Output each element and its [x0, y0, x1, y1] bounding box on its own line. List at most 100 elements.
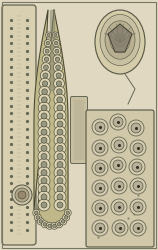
Circle shape	[92, 220, 108, 236]
Circle shape	[42, 81, 48, 86]
Circle shape	[57, 222, 61, 226]
Circle shape	[44, 40, 51, 46]
Circle shape	[38, 191, 50, 203]
Circle shape	[42, 55, 51, 64]
Circle shape	[41, 105, 47, 111]
Circle shape	[112, 220, 128, 236]
Circle shape	[57, 129, 63, 135]
Circle shape	[38, 118, 50, 130]
Circle shape	[41, 162, 47, 168]
Circle shape	[39, 86, 50, 97]
Circle shape	[38, 183, 50, 195]
Circle shape	[46, 41, 50, 45]
Circle shape	[92, 160, 108, 176]
Circle shape	[57, 170, 63, 175]
Circle shape	[41, 97, 47, 103]
Circle shape	[44, 57, 49, 62]
Circle shape	[53, 40, 60, 46]
Circle shape	[54, 110, 66, 122]
FancyBboxPatch shape	[70, 96, 88, 164]
Circle shape	[92, 180, 108, 196]
Circle shape	[56, 221, 63, 228]
Circle shape	[38, 199, 50, 211]
Circle shape	[54, 150, 66, 162]
Circle shape	[41, 145, 47, 151]
Circle shape	[130, 140, 146, 156]
Circle shape	[54, 199, 66, 211]
Circle shape	[57, 178, 63, 184]
Circle shape	[54, 41, 58, 45]
Circle shape	[53, 55, 62, 64]
Circle shape	[114, 202, 124, 212]
Circle shape	[54, 78, 64, 89]
Circle shape	[41, 186, 47, 192]
Circle shape	[57, 162, 63, 168]
Circle shape	[42, 89, 47, 94]
Circle shape	[95, 163, 105, 173]
Circle shape	[53, 62, 63, 72]
Circle shape	[95, 143, 105, 153]
Polygon shape	[50, 10, 54, 90]
Circle shape	[56, 65, 61, 70]
Circle shape	[54, 34, 57, 36]
Circle shape	[15, 188, 29, 202]
Circle shape	[45, 49, 49, 53]
Circle shape	[38, 102, 50, 114]
Circle shape	[38, 175, 50, 187]
Circle shape	[46, 222, 53, 229]
Circle shape	[132, 162, 142, 172]
Circle shape	[53, 224, 56, 228]
Ellipse shape	[105, 21, 135, 59]
Circle shape	[57, 194, 63, 200]
Circle shape	[38, 134, 50, 146]
Circle shape	[111, 137, 127, 153]
Circle shape	[38, 142, 50, 154]
Circle shape	[51, 222, 58, 229]
Circle shape	[63, 214, 70, 221]
Circle shape	[66, 211, 70, 214]
Circle shape	[64, 209, 71, 216]
Circle shape	[61, 220, 65, 223]
Circle shape	[92, 200, 108, 216]
Circle shape	[18, 191, 26, 199]
Circle shape	[41, 178, 47, 184]
Circle shape	[54, 191, 66, 203]
Circle shape	[95, 203, 105, 213]
Circle shape	[41, 170, 47, 175]
Circle shape	[133, 223, 143, 233]
Circle shape	[38, 150, 50, 162]
Circle shape	[57, 145, 63, 151]
Ellipse shape	[100, 14, 140, 66]
Circle shape	[40, 70, 51, 81]
Circle shape	[60, 218, 67, 225]
Circle shape	[111, 178, 127, 194]
Circle shape	[56, 73, 61, 78]
Circle shape	[41, 113, 47, 119]
Circle shape	[57, 97, 63, 103]
Circle shape	[54, 102, 66, 114]
Circle shape	[111, 199, 127, 215]
Circle shape	[92, 140, 108, 156]
Circle shape	[46, 32, 52, 38]
Circle shape	[95, 223, 105, 233]
Circle shape	[38, 158, 50, 170]
Circle shape	[48, 224, 51, 228]
Circle shape	[38, 110, 50, 122]
Circle shape	[41, 154, 47, 160]
Circle shape	[110, 114, 126, 130]
Circle shape	[128, 120, 144, 136]
Circle shape	[110, 157, 126, 173]
Circle shape	[54, 86, 65, 97]
Circle shape	[129, 159, 145, 175]
Circle shape	[133, 202, 143, 212]
Circle shape	[56, 81, 62, 86]
Circle shape	[133, 143, 143, 153]
Circle shape	[41, 62, 51, 72]
Circle shape	[57, 89, 62, 94]
Circle shape	[41, 129, 47, 135]
Circle shape	[54, 183, 66, 195]
Circle shape	[130, 199, 146, 215]
Circle shape	[36, 216, 40, 219]
Circle shape	[57, 202, 63, 208]
Circle shape	[92, 119, 108, 135]
